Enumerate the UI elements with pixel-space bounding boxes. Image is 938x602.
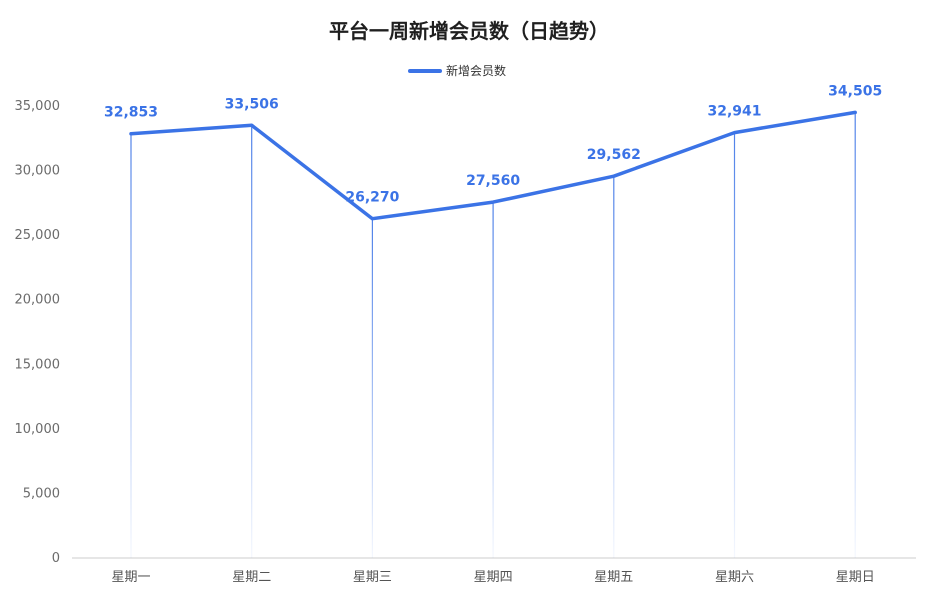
drop-line <box>251 125 253 558</box>
y-tick-label: 25,000 <box>15 228 61 243</box>
y-tick-label: 0 <box>52 551 60 566</box>
data-label: 27,560 <box>466 173 520 189</box>
drop-line <box>854 112 856 558</box>
data-label: 32,853 <box>104 105 158 121</box>
legend-label: 新增会员数 <box>446 63 506 78</box>
x-tick-label: 星期日 <box>836 570 875 585</box>
x-axis: 星期一 星期二 星期三 星期四 星期五 星期六 星期日 <box>111 570 874 585</box>
x-tick-label: 星期四 <box>474 570 513 585</box>
data-label: 26,270 <box>345 190 399 206</box>
drop-lines <box>130 112 856 559</box>
y-axis: 0 5,000 10,000 15,000 20,000 25,000 30,000 35,0… <box>15 99 61 566</box>
data-labels: 32,853 33,506 26,270 27,560 29,562 32,941 34,5… <box>104 83 882 205</box>
data-label: 34,505 <box>828 83 882 99</box>
x-tick-label: 星期三 <box>353 570 392 585</box>
chart-title: 平台一周新增会员数（日趋势） <box>329 19 609 43</box>
drop-line <box>613 176 615 558</box>
y-tick-label: 10,000 <box>15 422 61 437</box>
legend[interactable]: 新增会员数 <box>408 63 506 78</box>
y-tick-label: 15,000 <box>15 357 61 372</box>
drop-line <box>130 133 132 558</box>
drop-line <box>492 202 494 559</box>
y-tick-label: 35,000 <box>15 99 61 114</box>
x-tick-label: 星期六 <box>715 570 754 585</box>
data-label: 29,562 <box>587 147 641 163</box>
data-label: 32,941 <box>707 104 761 120</box>
series-line <box>129 110 857 221</box>
x-tick-label: 星期五 <box>594 570 633 585</box>
x-tick-label: 星期一 <box>111 570 150 585</box>
drop-line <box>371 218 373 559</box>
data-label: 33,506 <box>225 96 279 112</box>
y-tick-label: 20,000 <box>15 293 61 308</box>
y-tick-label: 5,000 <box>23 486 60 501</box>
drop-line <box>733 132 736 558</box>
y-tick-label: 30,000 <box>15 164 61 179</box>
x-tick-label: 星期二 <box>232 570 271 585</box>
